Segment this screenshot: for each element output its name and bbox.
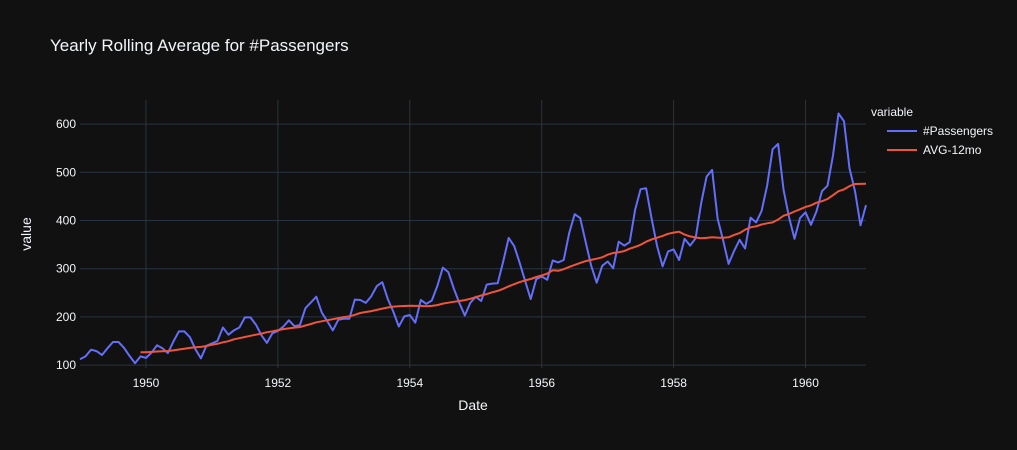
legend-item-avg-12mo[interactable]: AVG-12mo — [887, 143, 982, 157]
x-tick-label: 1960 — [792, 376, 819, 390]
x-tick-label: 1950 — [133, 376, 160, 390]
legend[interactable]: variable #Passengers AVG-12mo — [871, 105, 993, 157]
y-tick-label: 100 — [56, 358, 76, 372]
y-tick-label: 600 — [56, 117, 76, 131]
y-axis-label: value — [18, 217, 34, 251]
y-tick-label: 200 — [56, 310, 76, 324]
x-axis-ticks: 1950 1952 1954 1956 1958 1960 — [133, 376, 820, 390]
legend-item-passengers[interactable]: #Passengers — [887, 124, 993, 138]
x-axis-label: Date — [458, 397, 488, 413]
y-axis-ticks: 100 200 300 400 500 600 — [56, 117, 76, 372]
x-tick-label: 1954 — [396, 376, 423, 390]
chart-title: Yearly Rolling Average for #Passengers — [50, 36, 349, 55]
legend-label-avg-12mo: AVG-12mo — [923, 143, 982, 157]
x-tick-label: 1956 — [528, 376, 555, 390]
y-tick-label: 400 — [56, 214, 76, 228]
y-tick-label: 300 — [56, 262, 76, 276]
legend-title: variable — [871, 105, 913, 119]
y-tick-label: 500 — [56, 165, 76, 179]
legend-label-passengers: #Passengers — [923, 124, 993, 138]
x-tick-label: 1952 — [265, 376, 292, 390]
grid — [80, 100, 866, 368]
series-line-passengers — [79, 112, 867, 365]
x-tick-label: 1958 — [660, 376, 687, 390]
series-group — [79, 112, 867, 365]
series-line-avg-12mo — [140, 182, 867, 354]
